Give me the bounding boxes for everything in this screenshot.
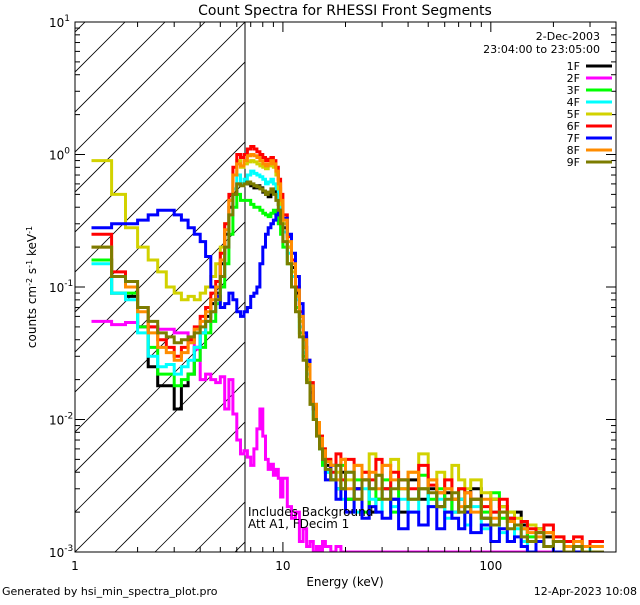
series-2f-line — [91, 319, 604, 552]
chart-title: Count Spectra for RHESSI Front Segments — [198, 3, 492, 19]
hatch-line — [75, 61, 245, 233]
legend-label-3f: 3F — [567, 84, 580, 97]
legend-label-8f: 8F — [567, 144, 580, 157]
hatch-line — [75, 22, 126, 73]
x-tick-label: 1 — [71, 559, 79, 573]
y-tick-label: 10-3 — [49, 544, 73, 560]
generated-by-footer: Generated by hsi_min_spectra_plot.pro — [2, 585, 218, 598]
y-label-exp-3: -1 — [25, 226, 34, 234]
series-9f-line — [91, 180, 604, 552]
legend-label-5f: 5F — [567, 108, 580, 121]
hatch-line — [75, 101, 245, 273]
y-label-exp-1: -2 — [25, 278, 34, 286]
hatch-line — [75, 381, 245, 552]
annotation-background: Includes Background — [248, 505, 373, 519]
legend-label-9f: 9F — [567, 156, 580, 169]
legend-label-4f: 4F — [567, 96, 580, 109]
timestamp-footer: 12-Apr-2023 10:08 — [534, 585, 637, 598]
hatch-line — [114, 421, 245, 552]
series-8f-line — [91, 153, 604, 548]
series-1f-line — [91, 180, 604, 552]
series-6f-line — [91, 145, 604, 548]
hatch-line — [75, 22, 206, 153]
y-label-part-1: counts cm — [25, 286, 39, 348]
x-tick-label: 100 — [479, 559, 502, 573]
hatch-line — [75, 301, 245, 473]
y-tick-label: 101 — [49, 14, 70, 30]
series-4f-line — [91, 169, 604, 552]
y-axis-label: counts cm-2 s-1 keV-1 — [25, 226, 40, 348]
legend-label-7f: 7F — [567, 132, 580, 145]
y-tick-label: 100 — [49, 147, 70, 163]
legend-label-1f: 1F — [567, 60, 580, 73]
spectra-series-group — [91, 145, 604, 552]
annotation-block: Includes Background Att A1, FDecim 1 — [248, 505, 373, 531]
hatch-line — [0, 0, 115, 552]
legend-time-range: 23:04:00 to 23:05:00 — [483, 43, 600, 56]
y-label-exp-2: -1 — [25, 260, 34, 268]
legend-label-2f: 2F — [567, 72, 580, 85]
y-label-part-3: keV — [25, 233, 39, 260]
annotation-attenuator: Att A1, FDecim 1 — [248, 517, 349, 531]
hatch-line — [75, 141, 245, 313]
hatch-line — [75, 341, 245, 513]
hatch-line — [75, 221, 245, 393]
legend-label-6f: 6F — [567, 120, 580, 133]
x-axis-label: Energy (keV) — [306, 575, 383, 589]
legend-date: 2-Dec-2003 — [536, 30, 600, 43]
attenuator-hatched-region — [0, 0, 245, 552]
legend-header: 2-Dec-2003 23:04:00 to 23:05:00 — [483, 30, 600, 56]
hatch-line — [75, 22, 245, 193]
axis-ticks: 1 10 100 10-3 10-2 10-1 100 101 — [49, 14, 617, 573]
x-tick-label: 10 — [275, 559, 290, 573]
hatch-line — [75, 22, 166, 113]
y-label-part-2: s — [25, 268, 39, 278]
y-tick-label: 10-1 — [49, 279, 73, 295]
hatch-line — [75, 181, 245, 353]
y-tick-label: 10-2 — [49, 412, 73, 428]
